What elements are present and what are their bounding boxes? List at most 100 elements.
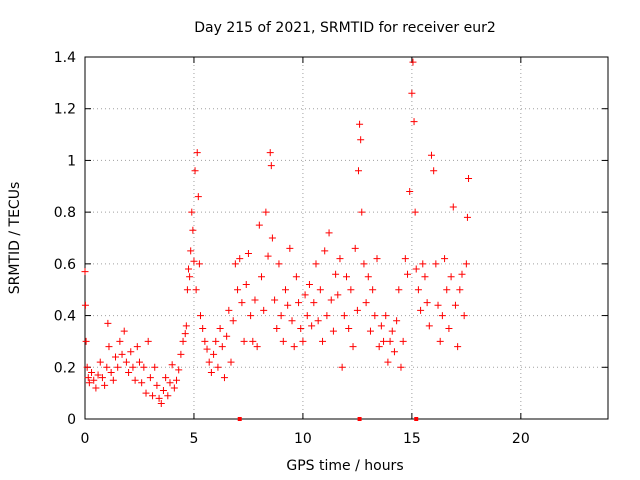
data-point [299, 337, 307, 345]
data-point [449, 203, 457, 211]
data-point [447, 273, 455, 281]
y-tick-label: 1.4 [54, 50, 76, 66]
data-point [170, 384, 178, 392]
data-point [238, 299, 246, 307]
data-point [345, 325, 353, 332]
data-point [155, 394, 163, 402]
data-point [327, 296, 335, 304]
data-point [255, 221, 263, 229]
data-point [319, 337, 327, 345]
data-point [295, 299, 303, 307]
data-point [199, 325, 207, 332]
data-point [157, 399, 165, 407]
data-point [351, 244, 359, 252]
y-tick-label: 0.4 [54, 309, 76, 325]
data-point [182, 322, 190, 330]
data-point [146, 374, 154, 382]
data-point [373, 255, 381, 263]
data-point [427, 151, 435, 159]
data-point [463, 213, 471, 221]
data-point [203, 345, 211, 353]
data-point [181, 330, 189, 338]
data-point [151, 363, 159, 371]
data-point [179, 337, 187, 345]
data-point [131, 376, 139, 384]
data-point [201, 337, 209, 345]
data-point [205, 358, 213, 366]
data-point [323, 312, 331, 320]
data-point [234, 286, 242, 294]
data-point [329, 327, 337, 335]
data-point [223, 332, 231, 340]
data-point [384, 358, 392, 366]
axis-ticks: 0 0.2 0.4 0.6 0.8 1 1.2 1.4 0 5 10 15 20 [54, 50, 608, 447]
data-point [380, 337, 388, 345]
data-point [142, 389, 150, 397]
data-point [242, 281, 250, 289]
y-axis-label: SRMTID / TECUs [7, 182, 23, 295]
data-point [116, 337, 124, 345]
data-point [192, 286, 200, 294]
data-point [273, 325, 281, 332]
data-point [338, 363, 346, 371]
data-point [114, 363, 122, 371]
data-point [183, 286, 191, 294]
data-point [292, 273, 300, 281]
data-point [253, 343, 261, 351]
data-point [353, 306, 361, 314]
data-point [196, 312, 204, 320]
x-tick-label: 5 [189, 431, 198, 447]
data-point [301, 291, 309, 299]
data-point [133, 343, 141, 351]
data-point [356, 120, 364, 128]
y-tick-label: 0.6 [54, 257, 76, 273]
data-point [127, 348, 135, 356]
data-point [175, 366, 183, 374]
data-point [268, 234, 276, 242]
data-point [369, 286, 377, 294]
x-tick-label: 15 [403, 431, 421, 447]
data-point [231, 260, 239, 268]
data-point [229, 317, 237, 325]
data-point [349, 343, 357, 351]
data-point [247, 312, 255, 320]
data-point [336, 255, 344, 263]
data-point [386, 337, 394, 345]
data-point [414, 286, 422, 294]
x-tick-label: 0 [81, 431, 90, 447]
data-point [395, 286, 403, 294]
data-point [84, 374, 92, 382]
data-point [281, 286, 289, 294]
data-point [436, 337, 444, 345]
data-point [377, 322, 385, 330]
data-point [286, 244, 294, 252]
data-point [432, 260, 440, 268]
data-point [310, 299, 318, 307]
data-point [135, 358, 143, 366]
data-point [185, 265, 193, 273]
data-point [288, 317, 296, 325]
data-point [462, 260, 470, 268]
data-point [357, 136, 365, 144]
data-point [334, 291, 342, 299]
data-point [149, 392, 157, 400]
data-point [144, 337, 152, 345]
data-point [210, 350, 218, 358]
data-point [325, 229, 333, 237]
data-point [347, 286, 355, 294]
data-point [227, 358, 235, 366]
data-point [82, 337, 90, 345]
data-point [417, 306, 425, 314]
data-point [266, 149, 274, 157]
data-point [460, 312, 468, 320]
data-point [120, 327, 128, 335]
data-point [371, 312, 379, 320]
data-point [191, 167, 199, 175]
chart-title: Day 215 of 2021, SRMTID for receiver eur… [194, 20, 496, 36]
data-point [343, 273, 350, 281]
data-point [249, 337, 257, 345]
data-point [412, 265, 420, 273]
data-point [411, 208, 419, 216]
data-point [438, 312, 446, 320]
data-point [454, 343, 462, 351]
